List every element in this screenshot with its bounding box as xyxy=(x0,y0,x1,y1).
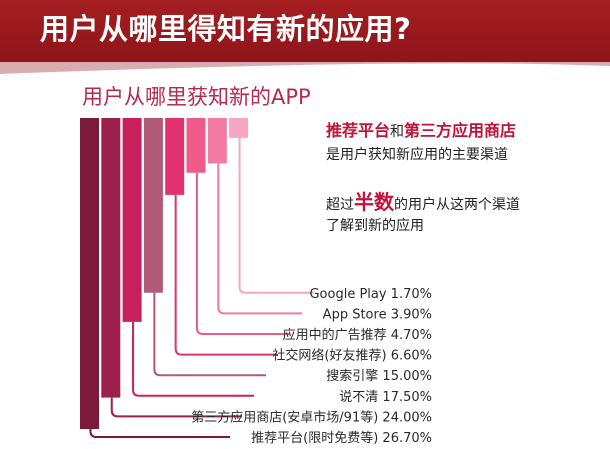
note-highlight-recommend: 推荐平台 xyxy=(326,121,391,140)
category-label-6: App Store 3.90% xyxy=(323,307,432,322)
leader-line-1 xyxy=(110,397,242,418)
note-line-2: 是用户获知新应用的主要渠道 xyxy=(326,147,508,163)
category-label-5: 应用中的广告推荐 4.70% xyxy=(283,327,432,343)
page-title: 用户从哪里得知有新的应用? xyxy=(40,12,412,46)
bar-1 xyxy=(101,118,121,398)
chart-title: 用户从哪里获知新的APP xyxy=(82,85,311,109)
bar-7 xyxy=(229,118,249,138)
bar-0 xyxy=(80,118,99,430)
leader-line-6 xyxy=(217,163,302,315)
bar-4 xyxy=(165,118,185,195)
leader-line-7 xyxy=(238,137,314,294)
category-label-0: 推荐平台(限时免费等) 26.70% xyxy=(251,430,432,446)
leader-line-0 xyxy=(89,429,230,438)
header-banner: 用户从哪里得知有新的应用? xyxy=(0,0,610,62)
note-connector: 和 xyxy=(390,124,405,140)
category-label-3: 搜索引擎 15.00% xyxy=(326,369,432,384)
leader-line-2 xyxy=(132,321,254,397)
bar-5 xyxy=(186,118,206,173)
category-label-7: Google Play 1.70% xyxy=(309,287,432,302)
bar-6 xyxy=(207,118,227,164)
note-highlight-store: 第三方应用商店 xyxy=(404,121,517,140)
category-label-4: 社交网络(好友推荐) 6.60% xyxy=(272,348,432,364)
leader-line-5 xyxy=(195,172,290,335)
note-line-1: 推荐平台和第三方应用商店 xyxy=(326,121,516,142)
bar-2 xyxy=(122,118,142,322)
bar-3 xyxy=(143,118,163,293)
note-line-4: 了解到新的应用 xyxy=(326,218,424,234)
note-prefix: 超过 xyxy=(326,197,354,213)
note-suffix: 的用户从这两个渠道 xyxy=(394,197,520,213)
note-line-3: 超过半数的用户从这两个渠道 xyxy=(326,192,520,215)
note-highlight-half: 半数 xyxy=(354,190,394,214)
category-label-1: 第三方应用商店(安卓市场/91等) 24.00% xyxy=(191,409,432,425)
category-label-2: 说不清 17.50% xyxy=(339,390,432,405)
leader-line-3 xyxy=(153,292,266,377)
leader-line-4 xyxy=(174,194,278,356)
